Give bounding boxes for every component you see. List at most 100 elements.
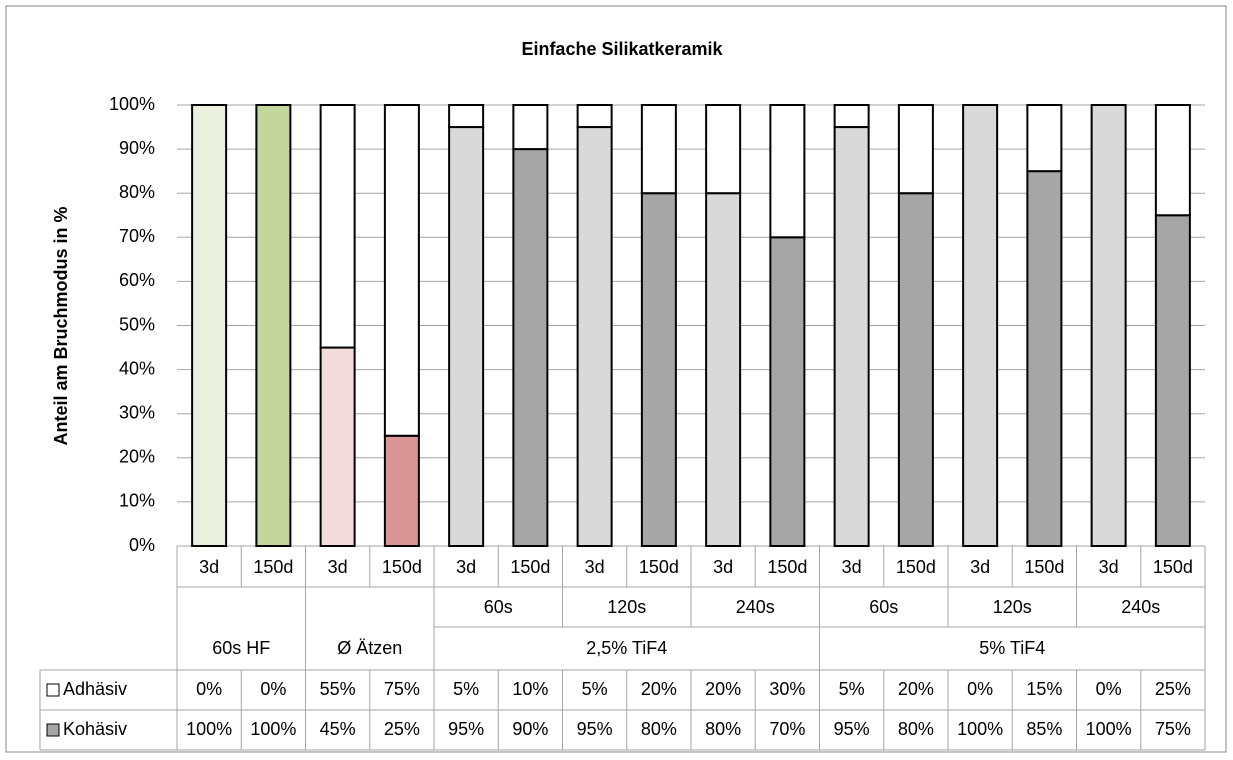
y-tick-label: 80%	[119, 182, 155, 202]
x-tick-label: 150d	[510, 557, 550, 577]
table-value: 10%	[512, 679, 548, 699]
subgroup-label: 240s	[736, 597, 775, 617]
table-value: 25%	[384, 719, 420, 739]
table-value: 20%	[898, 679, 934, 699]
table-value: 80%	[641, 719, 677, 739]
group-label: 60s HF	[212, 638, 270, 658]
x-tick-label: 3d	[713, 557, 733, 577]
table-value: 15%	[1026, 679, 1062, 699]
bar-segment	[319, 346, 356, 547]
legend-label: Adhäsiv	[63, 679, 127, 699]
bar-segment	[512, 104, 549, 151]
table-value: 0%	[196, 679, 222, 699]
table-value: 100%	[186, 719, 232, 739]
x-tick-label: 150d	[1024, 557, 1064, 577]
subgroup-label: 60s	[869, 597, 898, 617]
bar-segment	[705, 192, 742, 547]
bar-segment	[191, 104, 228, 547]
table-value: 20%	[641, 679, 677, 699]
x-tick-label: 3d	[328, 557, 348, 577]
bar-segment	[769, 104, 806, 239]
table-value: 5%	[582, 679, 608, 699]
bar-segment	[576, 126, 613, 548]
subgroup-label: 120s	[993, 597, 1032, 617]
legend-label: Kohäsiv	[63, 719, 127, 739]
table-value: 100%	[957, 719, 1003, 739]
y-tick-label: 40%	[119, 358, 155, 378]
table-value: 90%	[512, 719, 548, 739]
bar-segment	[383, 434, 420, 547]
x-tick-label: 150d	[1153, 557, 1193, 577]
bar-segment	[448, 126, 485, 548]
table-value: 100%	[250, 719, 296, 739]
bar-segment	[833, 126, 870, 548]
group-label: Ø Ätzen	[337, 638, 402, 658]
y-tick-label: 90%	[119, 138, 155, 158]
bar-segment	[962, 104, 999, 547]
bar-segment	[705, 104, 742, 195]
y-tick-label: 20%	[119, 447, 155, 467]
x-tick-label: 3d	[970, 557, 990, 577]
bar-segment	[1154, 104, 1191, 217]
table-value: 75%	[1155, 719, 1191, 739]
bar-segment	[1090, 104, 1127, 547]
table-value: 45%	[320, 719, 356, 739]
bar-segment	[512, 148, 549, 547]
legend-swatch	[46, 723, 60, 737]
y-tick-label: 30%	[119, 402, 155, 422]
table-value: 5%	[453, 679, 479, 699]
table-value: 0%	[1096, 679, 1122, 699]
chart-title: Einfache Silikatkeramik	[521, 39, 723, 59]
y-tick-label: 0%	[129, 535, 155, 555]
table-value: 95%	[834, 719, 870, 739]
y-axis-label: Anteil am Bruchmodus in %	[51, 206, 71, 445]
bar-segment	[769, 236, 806, 548]
x-tick-label: 3d	[842, 557, 862, 577]
bar-segment	[640, 192, 677, 547]
bar-segment	[640, 104, 677, 195]
table-value: 95%	[577, 719, 613, 739]
bar-segment	[897, 192, 934, 547]
table-value: 80%	[898, 719, 934, 739]
x-tick-label: 150d	[639, 557, 679, 577]
bar-segment	[255, 104, 292, 547]
table-value: 95%	[448, 719, 484, 739]
x-tick-label: 3d	[1099, 557, 1119, 577]
group-label: 5% TiF4	[979, 638, 1045, 658]
group-label: 2,5% TiF4	[586, 638, 667, 658]
y-tick-label: 60%	[119, 270, 155, 290]
x-tick-label: 150d	[896, 557, 936, 577]
table-value: 80%	[705, 719, 741, 739]
x-tick-label: 150d	[253, 557, 293, 577]
table-value: 20%	[705, 679, 741, 699]
table-value: 70%	[769, 719, 805, 739]
legend-swatch	[46, 683, 60, 697]
table-value: 0%	[260, 679, 286, 699]
table-value: 5%	[839, 679, 865, 699]
table-value: 75%	[384, 679, 420, 699]
bar-segment	[448, 104, 485, 129]
bar-segment	[319, 104, 356, 349]
y-tick-label: 70%	[119, 226, 155, 246]
table-value: 0%	[967, 679, 993, 699]
y-tick-label: 10%	[119, 491, 155, 511]
table-value: 100%	[1086, 719, 1132, 739]
table-value: 25%	[1155, 679, 1191, 699]
y-tick-label: 100%	[109, 94, 155, 114]
x-tick-label: 3d	[199, 557, 219, 577]
bar-segment	[1026, 104, 1063, 173]
bar-segment	[1154, 214, 1191, 547]
table-value: 85%	[1026, 719, 1062, 739]
x-tick-label: 150d	[382, 557, 422, 577]
table-value: 55%	[320, 679, 356, 699]
bar-segment	[833, 104, 870, 129]
bar-segment	[897, 104, 934, 195]
subgroup-label: 240s	[1121, 597, 1160, 617]
x-tick-label: 3d	[585, 557, 605, 577]
bar-segment	[1026, 170, 1063, 547]
table-value: 30%	[769, 679, 805, 699]
subgroup-label: 120s	[607, 597, 646, 617]
bar-segment	[576, 104, 613, 129]
